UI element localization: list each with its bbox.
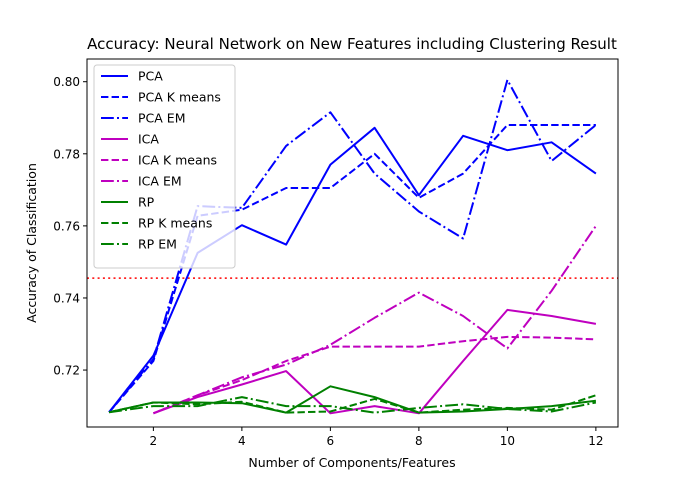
x-tick-label: 10: [500, 434, 515, 448]
legend: PCA PCA K means PCA EM ICA ICA K means ICA EM…: [93, 64, 236, 269]
y-tick-label: 0.80: [53, 75, 80, 89]
y-tick-label: 0.72: [53, 364, 80, 378]
series-line-1: [108, 126, 597, 413]
legend-label-1: PCA: [138, 69, 163, 84]
series-line-5: [153, 335, 596, 415]
x-tick-label: 6: [327, 434, 335, 448]
legend-label-2: PCA K means: [138, 90, 221, 105]
legend-label-9: RP EM: [138, 237, 177, 252]
legend-label-6: ICA EM: [138, 174, 182, 189]
legend-label-7: RP: [138, 195, 155, 210]
y-tick-label: 0.76: [53, 219, 80, 233]
y-axis-label: Accuracy of Classification: [24, 163, 39, 323]
series-line-4: [153, 308, 597, 415]
y-tick-label: 0.74: [53, 291, 80, 305]
series-line-8: [108, 394, 597, 414]
series-line-9: [108, 396, 597, 414]
plot-frame: [86, 58, 619, 428]
y-tick-label: 0.78: [53, 147, 80, 161]
x-tick-label: 4: [238, 434, 246, 448]
x-tick-label: 8: [415, 434, 423, 448]
legend-label-8: RP K means: [138, 216, 212, 231]
chart-title: Accuracy: Neural Network on New Features…: [87, 35, 617, 53]
legend-box: [93, 64, 236, 269]
series-line-6: [153, 225, 597, 415]
legend-label-4: ICA: [138, 132, 159, 147]
x-tick-label: 12: [588, 434, 603, 448]
x-axis-label: Number of Components/Features: [248, 455, 455, 470]
legend-label-5: ICA K means: [138, 153, 217, 168]
x-tick-label: 2: [150, 434, 158, 448]
legend-label-3: PCA EM: [138, 111, 185, 126]
